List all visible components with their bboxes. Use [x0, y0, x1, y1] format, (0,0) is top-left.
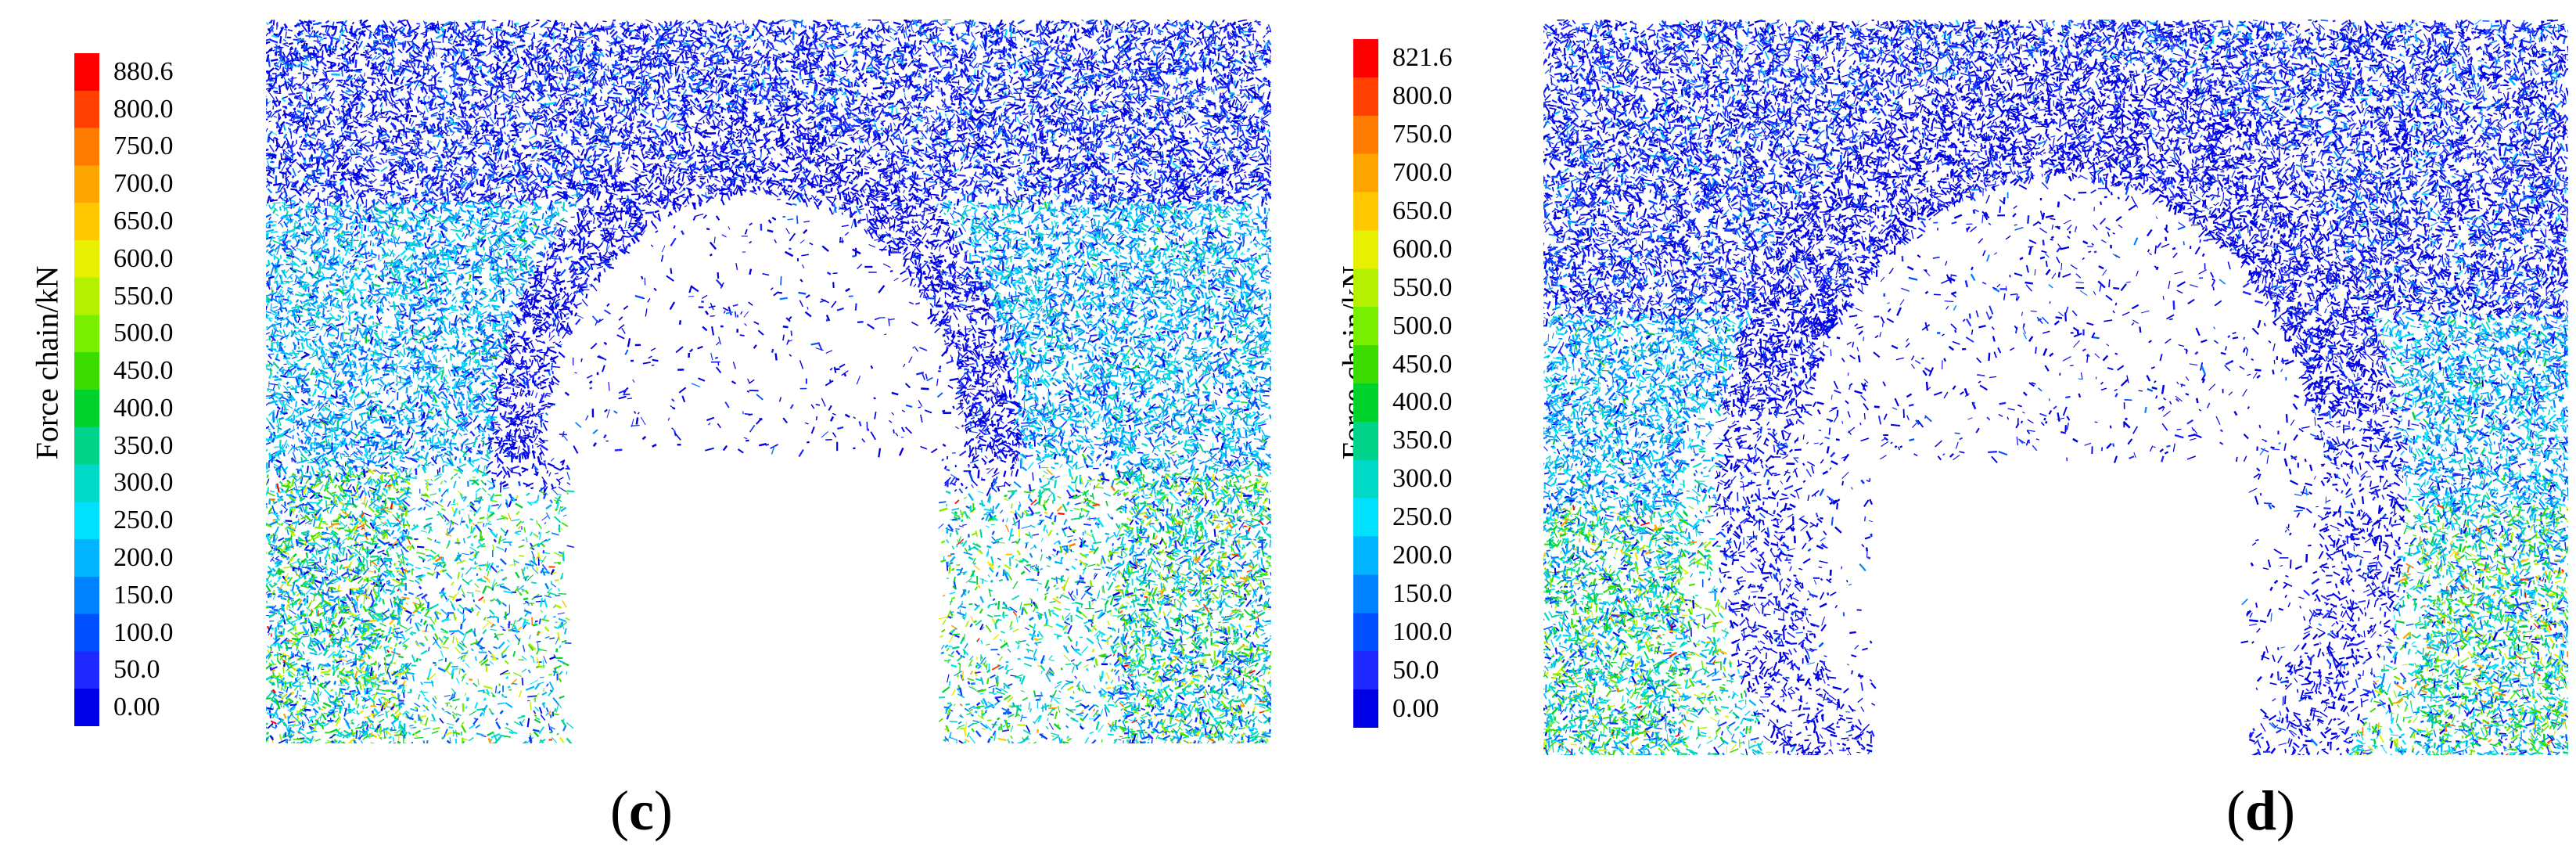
- colorbar-tick-label: 700.0: [1392, 160, 1453, 186]
- colorbar-tick-label: 300.0: [1392, 466, 1453, 492]
- colorbar-tick-label: 450.0: [1392, 351, 1453, 378]
- colorbar-tick-label: 250.0: [113, 507, 174, 534]
- colorbar-tick-label: 200.0: [1392, 542, 1453, 569]
- colorbar-tick-label: 880.6: [113, 58, 174, 85]
- subfigure-label-d: (d): [2183, 779, 2339, 844]
- panel-d: Force chain/kN 821.6800.0750.0700.0650.0…: [1283, 0, 2576, 860]
- colorbar-tick-label: 0.00: [1392, 695, 1439, 722]
- colorbar-tick-label: 450.0: [113, 358, 174, 384]
- colorbar-tick-label: 50.0: [113, 657, 160, 683]
- colorbar-tick-label: 821.6: [1392, 45, 1453, 71]
- colorbar-c: [74, 53, 99, 726]
- colorbar-tick-label: 0.00: [113, 694, 160, 721]
- colorbar-tick-label: 700.0: [113, 171, 174, 197]
- colorbar-tick-label: 550.0: [1392, 274, 1453, 301]
- panel-c: Force chain/kN 880.6 800.0 750.0 700.0 650.0…: [0, 0, 1283, 860]
- colorbar-tick-label: 600.0: [1392, 236, 1453, 263]
- colorbar-tick-label: 300.0: [113, 470, 174, 496]
- colorbar-tick-label: 650.0: [113, 208, 174, 235]
- colorbar-tick-label: 100.0: [1392, 618, 1453, 646]
- colorbar-tick-label: 350.0: [113, 432, 174, 459]
- colorbar-d: [1353, 39, 1378, 728]
- force-chain-plot-d: [1543, 20, 2568, 755]
- colorbar-tick-label: 750.0: [113, 133, 174, 160]
- colorbar-tick-label: 150.0: [1392, 580, 1453, 607]
- colorbar-tick-label: 50.0: [1392, 657, 1439, 684]
- colorbar-tick-label: 400.0: [113, 394, 174, 422]
- colorbar-tick-label: 350.0: [1392, 427, 1453, 454]
- colorbar-tick-label: 200.0: [113, 545, 174, 571]
- colorbar-tick-label: 750.0: [1392, 121, 1453, 148]
- force-chain-image-d: [1543, 20, 2568, 755]
- colorbar-tick-label: 800.0: [113, 95, 174, 123]
- colorbar-tick-label: 500.0: [1392, 312, 1453, 340]
- legend-title-c: Force chain/kN: [29, 246, 66, 480]
- colorbar-tick-label: 400.0: [1392, 389, 1453, 416]
- force-chain-plot-c: [266, 20, 1271, 743]
- colorbar-tick-label: 650.0: [1392, 198, 1453, 225]
- colorbar-tick-label: 600.0: [113, 245, 174, 272]
- force-chain-image-c: [266, 20, 1271, 743]
- subfigure-label-c: (c): [563, 779, 720, 844]
- colorbar-tick-label: 250.0: [1392, 504, 1453, 531]
- colorbar-tick-label: 800.0: [1392, 83, 1453, 110]
- colorbar-tick-label: 500.0: [113, 320, 174, 347]
- colorbar-tick-label: 550.0: [113, 282, 174, 310]
- colorbar-tick-label: 150.0: [113, 581, 174, 609]
- colorbar-tick-label: 100.0: [113, 619, 174, 646]
